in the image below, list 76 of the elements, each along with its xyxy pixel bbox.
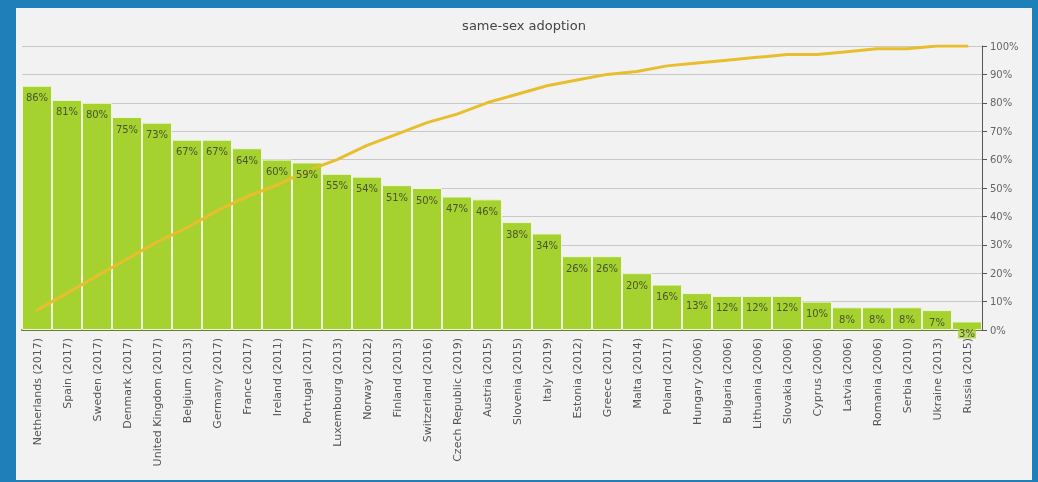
x-tick-label: Italy (2019) — [540, 338, 554, 402]
x-tick-label: Spain (2017) — [60, 338, 74, 409]
chart-title: same-sex adoption — [462, 18, 586, 33]
data-label: 75% — [115, 123, 139, 135]
data-label: 16% — [655, 291, 679, 303]
data-label: 80% — [85, 109, 109, 121]
data-label: 12% — [715, 302, 739, 314]
data-label: 8% — [869, 313, 885, 325]
y-tick-label: 90% — [990, 68, 1013, 80]
x-tick-label: Sweden (2017) — [90, 338, 104, 422]
x-tick-label: Norway (2012) — [360, 338, 374, 420]
x-tick-label: Ukraine (2013) — [930, 338, 944, 421]
data-label: 81% — [55, 106, 79, 118]
x-tick-label: Denmark (2017) — [120, 338, 134, 429]
data-label: 8% — [839, 313, 855, 325]
y-tick-label: 50% — [990, 182, 1013, 194]
y-tick-label: 0% — [990, 324, 1006, 336]
x-tick-label: Lithuania (2006) — [750, 338, 764, 430]
x-tick-label: Serbia (2010) — [900, 338, 914, 414]
data-label: 47% — [445, 203, 469, 215]
x-tick-label: Luxembourg (2013) — [330, 338, 344, 447]
x-tick-label: Greece (2017) — [600, 338, 614, 418]
data-label: 51% — [385, 191, 409, 203]
x-tick-label: Slovenia (2015) — [510, 338, 524, 425]
x-tick-label: Finland (2013) — [390, 338, 404, 418]
data-label: 50% — [415, 194, 439, 206]
data-label: 10% — [805, 308, 829, 320]
data-label: 13% — [685, 299, 709, 311]
data-label: 86% — [25, 92, 49, 104]
data-label: 26% — [595, 262, 619, 274]
x-tick-label: Germany (2017) — [210, 338, 224, 429]
y-tick-label: 20% — [990, 267, 1013, 279]
x-tick-label: Estonia (2012) — [570, 338, 584, 419]
data-label: 54% — [355, 183, 379, 195]
x-tick-label: Belgium (2013) — [180, 338, 194, 424]
y-tick-label: 80% — [990, 97, 1013, 109]
y-tick-label: 70% — [990, 125, 1013, 137]
x-tick-label: Ireland (2011) — [270, 338, 284, 417]
data-label: 64% — [235, 154, 259, 166]
data-label: 3% — [959, 327, 975, 339]
data-label: 20% — [625, 279, 649, 291]
data-label: 12% — [775, 302, 799, 314]
y-tick-label: 40% — [990, 210, 1013, 222]
x-tick-label: Switzerland (2016) — [420, 338, 434, 443]
x-tick-label: Austria (2015) — [480, 338, 494, 417]
x-tick-label: Latvia (2006) — [840, 338, 854, 412]
x-tick-label: United Kingdom (2017) — [150, 338, 164, 467]
y-tick-label: 30% — [990, 239, 1013, 251]
x-tick-label: Poland (2017) — [660, 338, 674, 415]
data-label: 46% — [475, 205, 499, 217]
x-tick-label: Cyprus (2006) — [810, 338, 824, 417]
x-tick-label: France (2017) — [240, 338, 254, 415]
data-label: 7% — [929, 316, 945, 328]
y-tick-label: 60% — [990, 154, 1013, 166]
x-tick-label: Romania (2006) — [870, 338, 884, 427]
data-label: 73% — [145, 129, 169, 141]
data-label: 34% — [535, 239, 559, 251]
data-label: 12% — [745, 302, 769, 314]
x-tick-label: Russia (2015) — [960, 338, 974, 414]
x-tick-label: Czech Republic (2019) — [450, 338, 464, 462]
data-label: 67% — [205, 146, 229, 158]
x-tick-label: Hungary (2006) — [690, 338, 704, 426]
x-tick-label: Slovakia (2006) — [780, 338, 794, 425]
y-tick-label: 100% — [990, 40, 1019, 52]
data-label: 67% — [175, 146, 199, 158]
y-tick-label: 10% — [990, 296, 1013, 308]
data-label: 8% — [899, 313, 915, 325]
data-label: 60% — [265, 166, 289, 178]
x-tick-label: Malta (2014) — [630, 338, 644, 409]
data-label: 38% — [505, 228, 529, 240]
x-tick-label: Bulgaria (2006) — [720, 338, 734, 424]
x-tick-label: Portugal (2017) — [300, 338, 314, 424]
data-label: 26% — [565, 262, 589, 274]
data-label: 59% — [295, 168, 319, 180]
data-label: 55% — [325, 180, 349, 192]
x-tick-label: Netherlands (2017) — [30, 338, 44, 446]
